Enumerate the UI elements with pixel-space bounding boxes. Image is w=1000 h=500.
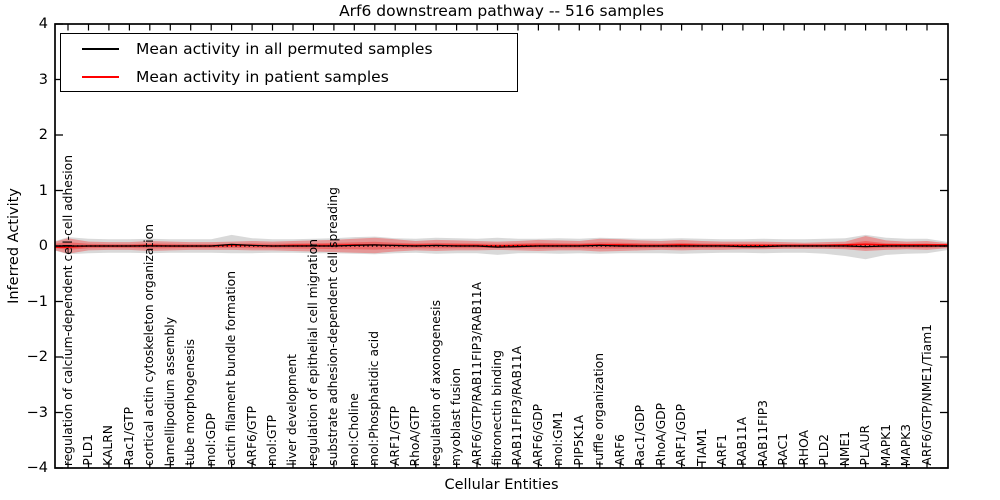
x-tick-label: cortical actin cytoskeleton organization	[142, 224, 157, 466]
x-tick-label: liver development	[285, 354, 300, 466]
x-tick-label: RHOA	[796, 430, 811, 466]
x-tick-label: mol:Phosphatidic acid	[367, 331, 382, 466]
x-tick-label: ARF1	[714, 434, 729, 466]
x-tick-label: ARF6/GDP	[530, 403, 545, 466]
x-tick-label: RhoA/GDP	[653, 403, 668, 466]
x-tick-label: RAB11A	[735, 417, 750, 466]
y-tick-label: 2	[38, 127, 48, 143]
y-tick-label: 4	[38, 16, 48, 32]
x-tick-label: ARF6/GTP	[244, 405, 259, 466]
y-tick-label: −1	[26, 293, 48, 310]
y-tick-label: −3	[26, 404, 48, 421]
x-tick-label: KALRN	[101, 425, 116, 466]
x-tick-label: MAPK3	[899, 423, 914, 466]
y-tick-label: 1	[38, 182, 48, 199]
x-tick-label: fibronectin binding	[490, 350, 504, 466]
x-tick-label: tube morphogenesis	[183, 339, 198, 466]
y-tick-label: −4	[26, 460, 48, 476]
x-tick-label: regulation of calcium-dependent cell-cel…	[60, 154, 75, 466]
x-tick-label: NME1	[837, 430, 852, 466]
legend-label-permuted: Mean activity in all permuted samples	[136, 39, 433, 58]
patient-line-sample	[82, 75, 119, 78]
x-tick-label: PLD1	[80, 434, 95, 466]
x-tick-label: mol:GDP	[203, 412, 218, 466]
x-tick-label: lamellipodium assembly	[162, 316, 177, 466]
x-tick-label: PLD2	[817, 434, 832, 466]
x-tick-label: PLAUR	[858, 425, 873, 466]
x-tick-label: RAB11FIP3/RAB11A	[510, 346, 525, 466]
y-tick-label: −2	[26, 349, 48, 365]
x-tick-label: regulation of axonogenesis	[428, 299, 443, 466]
x-tick-label: RAC1	[776, 433, 791, 466]
x-tick-label: ARF1/GDP	[674, 403, 689, 466]
x-tick-label: mol:GM1	[551, 410, 566, 466]
x-axis-label: Cellular Entities	[444, 477, 559, 493]
x-tick-label: ruffle organization	[592, 353, 607, 466]
x-tick-label: TIAM1	[694, 428, 709, 466]
x-tick-label: ARF1/GTP	[387, 405, 402, 466]
x-tick-label: mol:GTP	[265, 414, 280, 466]
permuted-mean-line	[55, 243, 948, 248]
legend-row-permuted: Mean activity in all permuted samples	[61, 35, 517, 63]
legend-label-patient: Mean activity in patient samples	[136, 67, 389, 86]
x-tick-label: regulation of epithelial cell migration	[305, 238, 320, 466]
x-tick-label: mol:Choline	[346, 392, 361, 466]
x-tick-label: RAB11FIP3	[755, 399, 770, 466]
x-tick-label: Rac1/GTP	[121, 407, 136, 466]
x-tick-label: actin filament bundle formation	[224, 271, 239, 466]
x-tick-label: myoblast fusion	[449, 368, 464, 466]
x-tick-label: substrate adhesion-dependent cell spread…	[326, 187, 341, 466]
legend: Mean activity in all permuted samples Me…	[60, 33, 518, 92]
x-tick-label: MAPK1	[878, 423, 893, 466]
x-tick-label: Rac1/GDP	[633, 405, 648, 466]
chart-title: Arf6 downstream pathway -- 516 samples	[339, 2, 664, 20]
x-tick-label: ARF6/GTP/NME1/Tiam1	[919, 324, 934, 466]
band-patient	[55, 236, 948, 254]
y-tick-label: 3	[38, 71, 48, 88]
x-tick-label: ARF6	[612, 434, 627, 466]
x-tick-label: PIP5K1A	[571, 415, 586, 466]
x-tick-label: RhoA/GTP	[408, 405, 423, 466]
permuted-line-sample	[82, 47, 119, 50]
x-tick-label: ARF6/GTP/RAB11FIP3/RAB11A	[469, 282, 484, 466]
y-tick-label: 0	[38, 238, 48, 254]
legend-row-patient: Mean activity in patient samples	[61, 63, 517, 91]
